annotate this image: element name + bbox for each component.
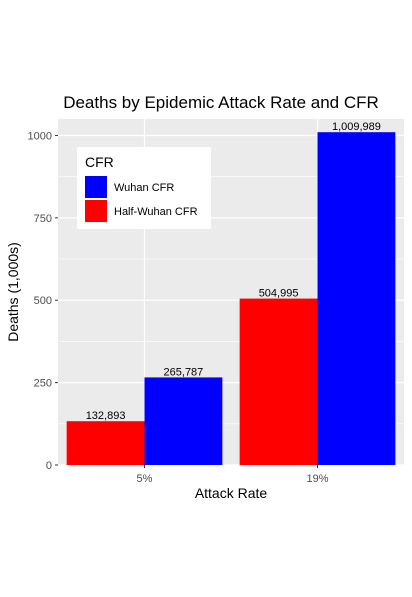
x-tick-label: 19%	[306, 473, 328, 485]
data-label: 132,893	[86, 410, 126, 422]
bar	[317, 132, 396, 465]
bar	[239, 298, 318, 465]
data-label: 265,787	[164, 366, 204, 378]
x-tick-label: 5%	[137, 473, 153, 485]
legend-title: CFR	[85, 154, 114, 170]
y-tick-label: 1000	[28, 130, 52, 142]
legend-swatch	[85, 176, 107, 198]
y-tick-label: 500	[34, 295, 52, 307]
y-axis-title: Deaths (1,000s)	[5, 242, 21, 342]
y-tick-label: 250	[34, 378, 52, 390]
chart-title: Deaths by Epidemic Attack Rate and CFR	[63, 93, 379, 112]
legend-label: Wuhan CFR	[114, 182, 174, 194]
legend: CFR Wuhan CFR Half-Wuhan CFR	[77, 147, 211, 229]
legend-swatch	[85, 200, 107, 222]
legend-label: Half-Wuhan CFR	[114, 206, 198, 218]
data-label: 504,995	[259, 288, 299, 300]
y-tick-label: 0	[46, 460, 52, 472]
y-tick-label: 750	[34, 213, 52, 225]
x-axis-title: Attack Rate	[195, 485, 268, 501]
bar	[66, 421, 145, 465]
bar	[144, 377, 223, 465]
data-label: 1,009,989	[332, 121, 381, 133]
